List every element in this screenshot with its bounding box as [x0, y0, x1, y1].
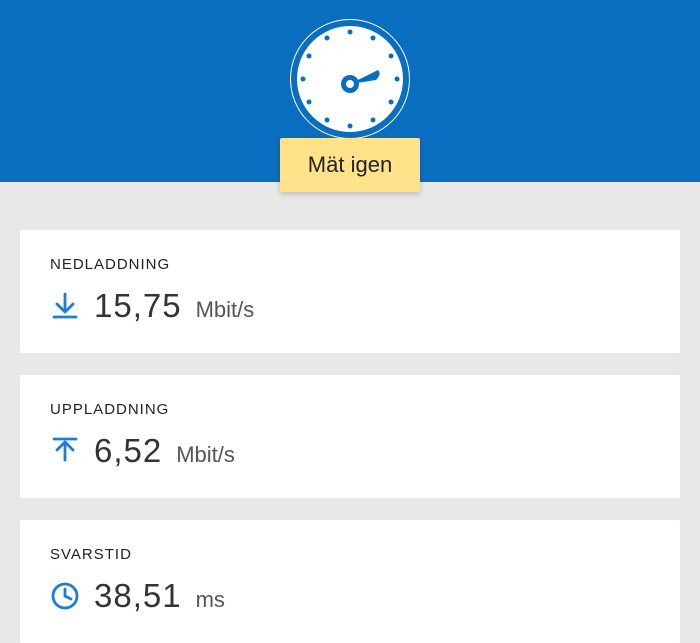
download-unit: Mbit/s — [196, 297, 255, 323]
upload-label: UPPLADDNING — [50, 401, 650, 418]
download-row: 15,75 Mbit/s — [50, 287, 650, 325]
latency-row: 38,51 ms — [50, 577, 650, 615]
upload-card: UPPLADDNING 6,52 Mbit/s — [20, 375, 680, 498]
upload-value: 6,52 — [94, 432, 162, 470]
latency-card: SVARSTID 38,51 ms — [20, 520, 680, 643]
measure-again-button[interactable]: Mät igen — [280, 138, 420, 192]
upload-icon — [50, 436, 80, 466]
header-banner: Mät igen — [0, 0, 700, 182]
download-card: NEDLADDNING 15,75 Mbit/s — [20, 230, 680, 353]
upload-row: 6,52 Mbit/s — [50, 432, 650, 470]
clock-icon — [50, 581, 80, 611]
download-label: NEDLADDNING — [50, 256, 650, 273]
latency-label: SVARSTID — [50, 546, 650, 563]
download-value: 15,75 — [94, 287, 182, 325]
latency-unit: ms — [196, 587, 225, 613]
latency-value: 38,51 — [94, 577, 182, 615]
upload-unit: Mbit/s — [176, 442, 235, 468]
download-icon — [50, 291, 80, 321]
gauge-container: Mät igen — [250, 14, 450, 192]
results-list: NEDLADDNING 15,75 Mbit/s UPPLADDNING — [0, 182, 700, 643]
speedometer-icon — [285, 14, 415, 144]
